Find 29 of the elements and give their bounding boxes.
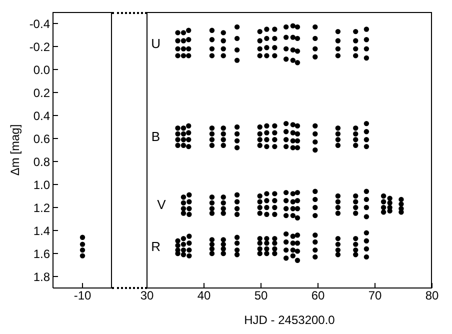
y-tick-label: 0.4	[33, 108, 50, 123]
x-axis-title: HJD - 2453200.0	[244, 313, 336, 327]
x-tick-label: -10	[74, 288, 92, 303]
x-tick-label: 60	[311, 288, 325, 303]
series-label: R	[150, 238, 162, 255]
point	[80, 234, 86, 240]
series-label: B	[150, 128, 162, 145]
series-label: U	[150, 36, 162, 52]
x-tick-label: 70	[368, 288, 382, 303]
point	[80, 242, 86, 247]
y-axis-title: Δm [mag]	[8, 124, 22, 176]
y-tick-label: 1.0	[33, 178, 50, 192]
y-tick-label: 1.8	[33, 270, 50, 284]
point	[80, 247, 86, 253]
x-tick-label: 40	[197, 288, 211, 303]
y-tick-label: 1.6	[33, 246, 50, 261]
x-tick-label: 80	[425, 288, 439, 303]
y-tick-label: 0.8	[33, 154, 50, 169]
y-tick-label: -0.2	[29, 40, 50, 54]
point	[80, 253, 86, 258]
y-tick-label: 1.2	[33, 200, 50, 215]
x-tick-label: 50	[254, 288, 268, 303]
y-tick-label: 0.2	[33, 86, 50, 100]
x-tick-label: 30	[140, 288, 154, 303]
series-label: V	[156, 196, 167, 213]
y-tick-label: -0.4	[29, 16, 50, 31]
y-tick-label: 1.4	[33, 224, 50, 238]
y-tick-label: 0.6	[33, 132, 50, 146]
y-tick-label: 0.0	[33, 62, 50, 77]
